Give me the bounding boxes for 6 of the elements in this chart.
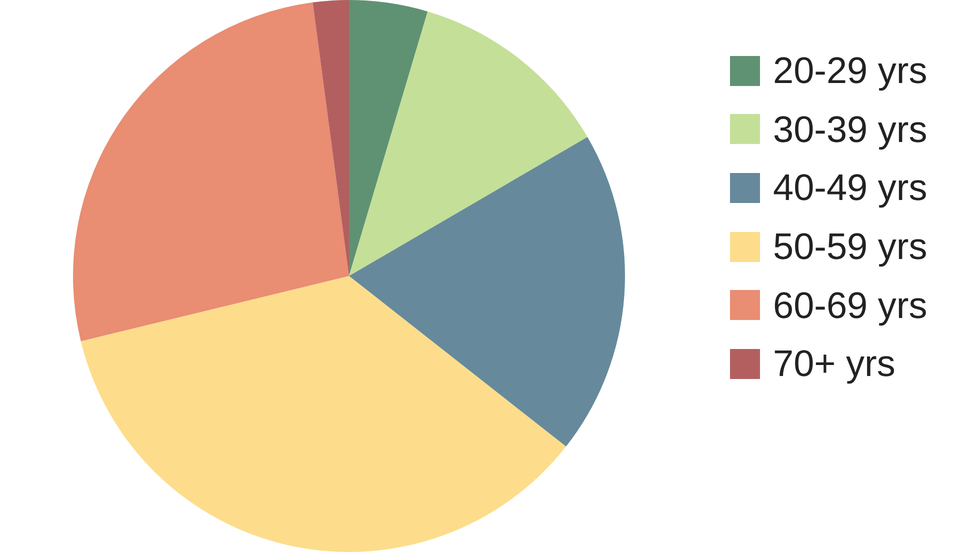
legend-label: 70+ yrs	[773, 343, 896, 384]
legend-label: 40-49 yrs	[773, 167, 928, 208]
legend-label: 30-39 yrs	[773, 108, 928, 150]
legend-label: 50-59 yrs	[773, 226, 928, 268]
legend-label: 20-29 yrs	[773, 50, 928, 92]
legend-label: 60-69 yrs	[773, 284, 928, 326]
